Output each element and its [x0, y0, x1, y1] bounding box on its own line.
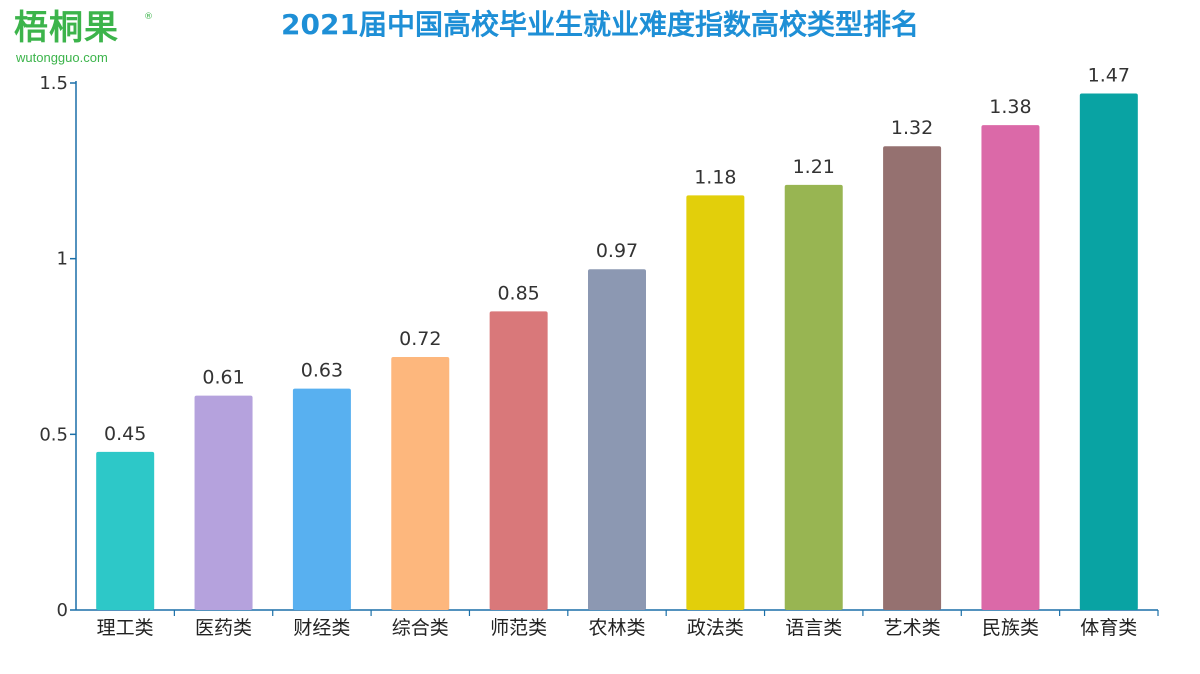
x-tick-label: 政法类: [687, 617, 744, 639]
x-tick-label: 综合类: [392, 617, 449, 639]
y-tick-label: 0.5: [39, 424, 68, 445]
logo: 梧桐果 ® wutongguo.com: [14, 8, 164, 68]
bar: [96, 451, 155, 610]
x-tick-label: 民族类: [982, 617, 1039, 639]
y-tick-label: 0: [57, 600, 68, 621]
bar: [1079, 93, 1138, 611]
logo-registered-mark: ®: [144, 12, 153, 22]
data-label: 1.21: [793, 156, 835, 178]
data-label: 0.85: [497, 282, 539, 304]
bar: [391, 357, 450, 610]
y-tick-label: 1: [57, 249, 68, 270]
x-tick-label: 农林类: [588, 617, 645, 639]
x-tick-label: 医药类: [195, 617, 252, 639]
x-tick-label: 体育类: [1080, 617, 1137, 639]
x-tick-label: 理工类: [97, 617, 154, 639]
bar: [686, 195, 745, 610]
logo-name: 梧桐果: [14, 8, 119, 48]
logo-url: wutongguo.com: [16, 50, 108, 65]
bar: [588, 269, 646, 610]
bar: [489, 311, 548, 610]
data-label: 0.72: [399, 328, 441, 350]
data-label: 1.18: [694, 166, 736, 188]
chart-title: 2021届中国高校毕业生就业难度指数高校类型排名: [281, 8, 919, 41]
data-label: 1.38: [989, 96, 1031, 118]
bar: [784, 184, 843, 611]
bar: [981, 125, 1040, 610]
bar: [883, 146, 942, 611]
bar: [292, 388, 351, 610]
x-tick-label: 师范类: [490, 617, 547, 639]
data-label: 0.45: [104, 423, 146, 445]
data-label: 0.97: [596, 240, 638, 262]
data-label: 1.32: [891, 117, 933, 139]
y-tick-label: 1.5: [39, 73, 68, 94]
x-tick-label: 艺术类: [884, 617, 941, 639]
x-tick-label: 财经类: [293, 617, 350, 639]
data-label: 0.61: [202, 367, 244, 389]
x-tick-label: 语言类: [785, 617, 842, 639]
data-label: 1.47: [1088, 65, 1130, 87]
bar: [194, 395, 253, 610]
data-label: 0.63: [301, 360, 343, 382]
